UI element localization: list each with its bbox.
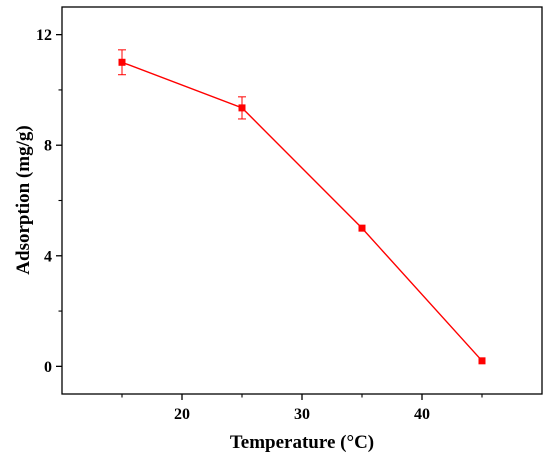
plot-frame — [61, 6, 543, 395]
y-tick-label-12: 12 — [36, 27, 52, 44]
y-tick-label-8: 8 — [44, 138, 52, 155]
y-tick-label-0: 0 — [44, 359, 52, 376]
x-tick-label-40: 40 — [414, 406, 430, 423]
x-axis-title: Temperature (°C) — [230, 432, 374, 453]
tick-labels: 20 30 40 0 4 8 12 — [36, 27, 430, 423]
series-line — [121, 61, 483, 362]
x-tick-label-30: 30 — [294, 406, 310, 423]
data-point-2 — [358, 224, 366, 232]
data-point-3 — [478, 357, 486, 365]
tick-marks — [56, 33, 483, 400]
series-layer — [118, 49, 486, 365]
data-point-0 — [118, 58, 126, 66]
x-tick-label-20: 20 — [174, 406, 190, 423]
data-point-1 — [238, 104, 246, 112]
y-axis-title: Adsorption (mg/g) — [13, 125, 34, 274]
y-tick-label-4: 4 — [44, 248, 52, 265]
